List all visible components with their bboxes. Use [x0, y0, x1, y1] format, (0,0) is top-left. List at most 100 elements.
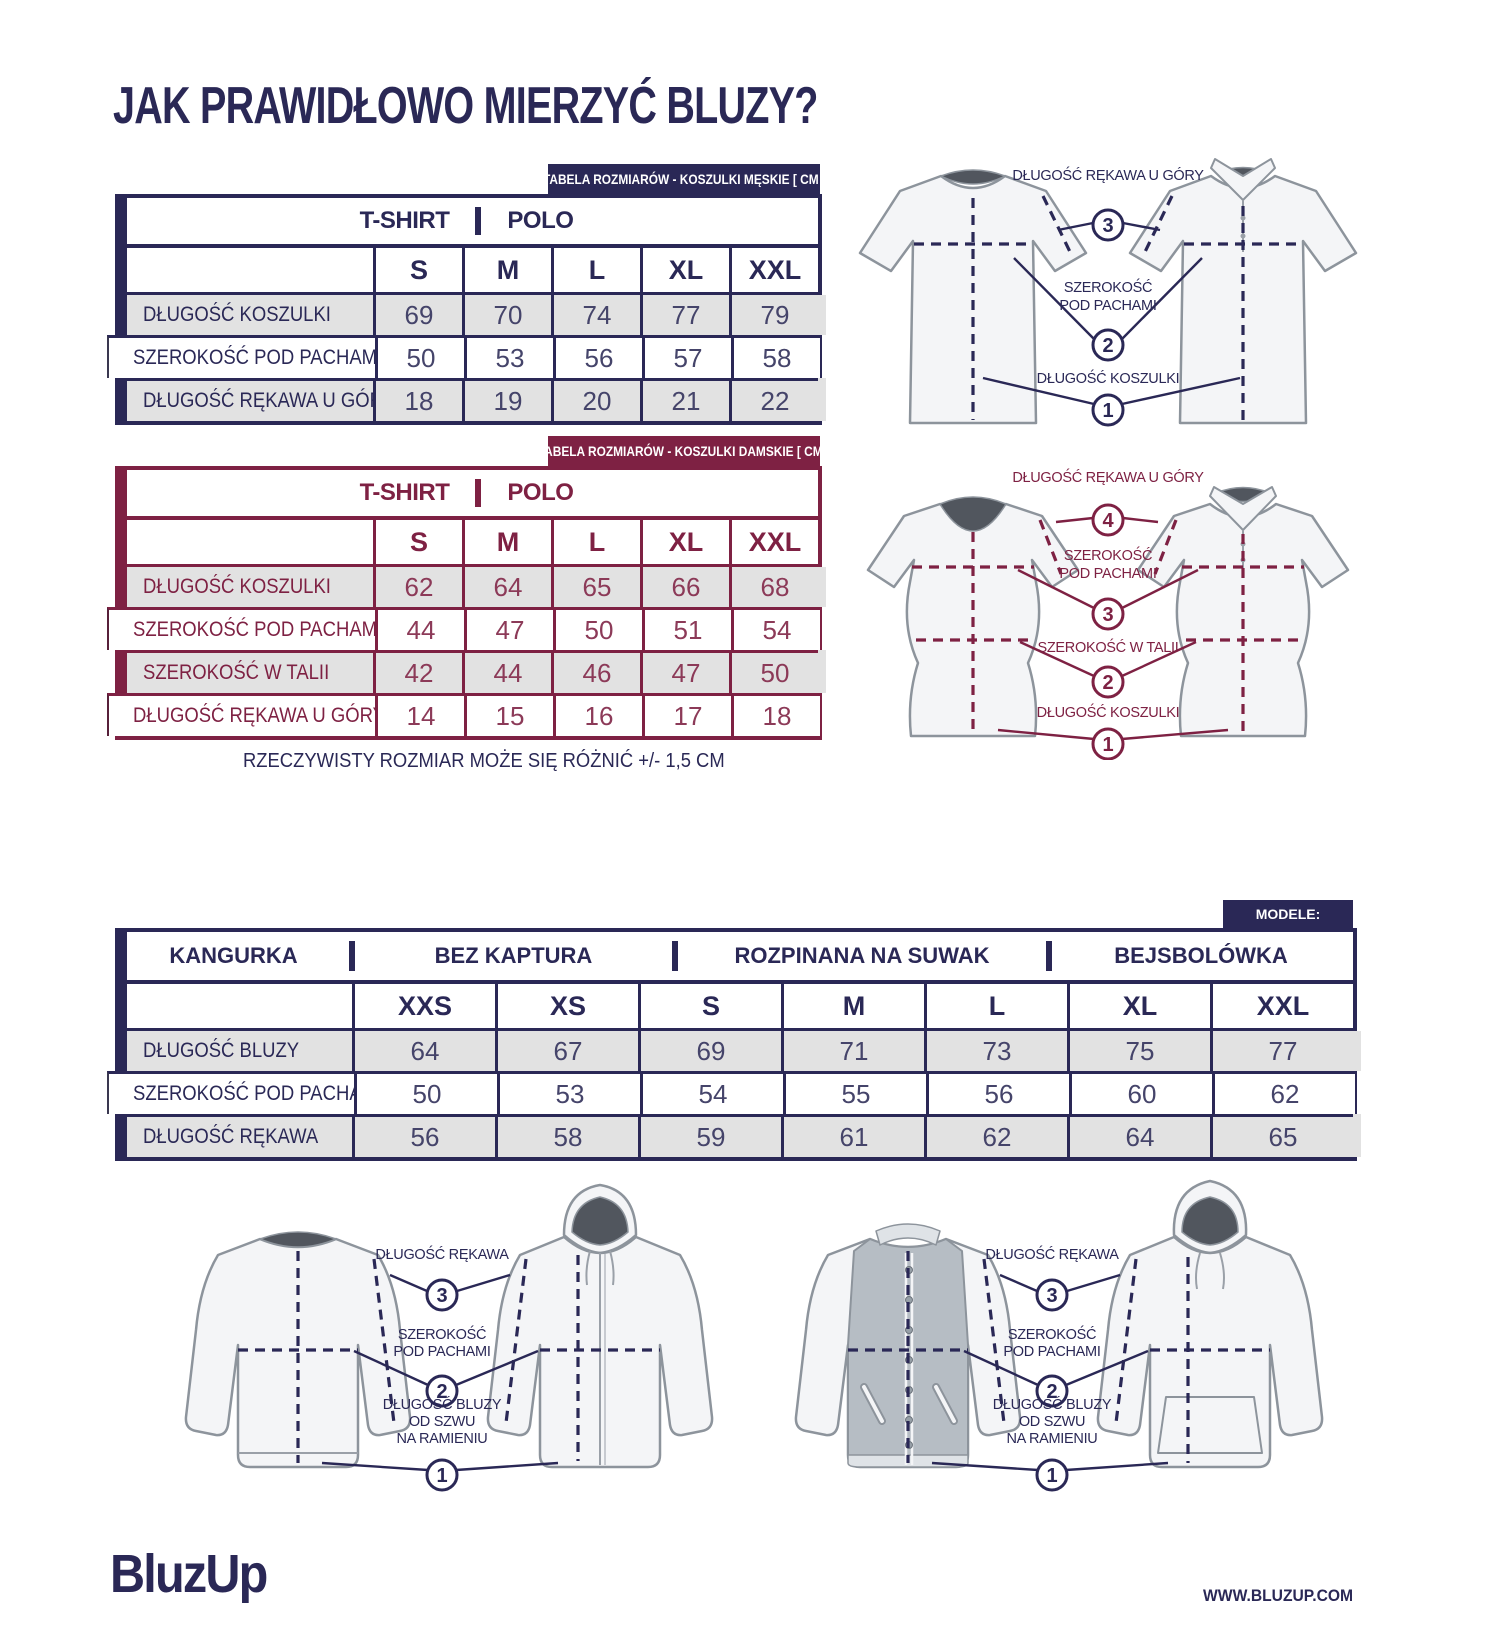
- value: 67: [553, 1035, 583, 1066]
- value: 69: [404, 299, 434, 330]
- value-cell: 60: [1069, 1074, 1212, 1114]
- size-label: M: [496, 526, 520, 557]
- table-row: SZEROKOŚĆ POD PACHAMI 44 47 50 51 54: [107, 607, 820, 650]
- callout-label: DŁUGOŚĆ RĘKAWA: [375, 1245, 509, 1263]
- value: 47: [495, 614, 525, 645]
- size-header-cell: XL: [640, 520, 729, 564]
- value: 17: [673, 700, 703, 731]
- size-header-cell: XS: [495, 984, 638, 1028]
- size-header-cell: M: [781, 984, 924, 1028]
- callout-number: 2: [436, 1381, 447, 1403]
- baseball-jacket-illustration: [794, 1223, 1022, 1469]
- value: 79: [760, 299, 790, 330]
- size-label: XS: [549, 990, 587, 1021]
- value-cell: 50: [553, 610, 642, 650]
- callout-number: 3: [1046, 1285, 1057, 1307]
- value: 56: [410, 1121, 440, 1152]
- models-banner-text: MODELE:: [1255, 906, 1321, 922]
- row-label-cell: DŁUGOŚĆ RĘKAWA U GÓRY: [115, 381, 373, 421]
- value: 56: [584, 342, 614, 373]
- size-header-cell: M: [462, 248, 551, 292]
- callout-number: 1: [436, 1465, 447, 1487]
- row-label-cell: DŁUGOŚĆ RĘKAWA U GÓRY: [109, 696, 375, 736]
- value-cell: 21: [640, 381, 729, 421]
- mens-polo-illustration: [1128, 158, 1358, 425]
- value-cell: 70: [462, 295, 551, 335]
- value: 75: [1125, 1035, 1155, 1066]
- value-cell: 22: [729, 381, 818, 421]
- value: 51: [673, 614, 703, 645]
- row-label-cell: DŁUGOŚĆ KOSZULKI: [115, 295, 373, 335]
- page-title: JAK PRAWIDŁOWO MIERZYĆ BLUZY?: [113, 77, 818, 135]
- value-cell: 64: [462, 567, 551, 607]
- size-label: S: [409, 526, 428, 557]
- value: 77: [1268, 1035, 1298, 1066]
- callout-label: OD SZWU: [409, 1414, 475, 1430]
- value: 56: [984, 1078, 1014, 1109]
- callout-number: 3: [1102, 215, 1113, 237]
- size-header-cell: L: [551, 520, 640, 564]
- value-cell: 68: [729, 567, 818, 607]
- value: 19: [493, 385, 523, 416]
- model-rozpinana-label: ROZPINANA NA SUWAK: [675, 932, 1052, 980]
- type-polo-label: POLO: [507, 479, 574, 506]
- value: 57: [673, 342, 703, 373]
- type-separator-bar: [475, 207, 482, 235]
- value: 44: [493, 657, 523, 688]
- table-row: DŁUGOŚĆ KOSZULKI 69 70 74 77 79: [115, 295, 818, 335]
- women-size-header-row: S M L XL XXL: [115, 520, 818, 567]
- empty-corner-cell: [115, 248, 373, 292]
- value-cell: 64: [352, 1031, 495, 1071]
- model-kangurka-label: KANGURKA: [115, 932, 355, 980]
- value: 59: [696, 1121, 726, 1152]
- callout-circle-2: [1091, 665, 1125, 699]
- women-type-header-row: T-SHIRT POLO: [115, 470, 818, 520]
- women-table-banner-text: TABELA ROZMIARÓW - KOSZULKI DAMSKIE [ CM…: [537, 443, 831, 459]
- value: 64: [493, 571, 523, 602]
- value-cell: 69: [638, 1031, 781, 1071]
- callout-label: SZEROKOŚĆ W TALII: [1038, 638, 1179, 656]
- models-size-table: KANGURKA BEZ KAPTURA ROZPINANA NA SUWAK …: [107, 928, 1357, 1161]
- value-cell: 54: [640, 1074, 783, 1114]
- table-row: DŁUGOŚĆ RĘKAWA U GÓRY 14 15 16 17 18: [107, 693, 820, 736]
- value-cell: 62: [1212, 1074, 1355, 1114]
- sweatshirt-callouts: DŁUGOŚĆ RĘKAWA 3 SZEROKOŚĆ POD PACHAMI 2…: [321, 1245, 559, 1492]
- value-cell: 64: [1067, 1117, 1210, 1157]
- value: 65: [1268, 1121, 1298, 1152]
- row-label: DŁUGOŚĆ RĘKAWA U GÓRY: [143, 389, 373, 412]
- size-label: S: [701, 990, 720, 1021]
- size-label: XXL: [748, 254, 802, 285]
- women-measurement-figure: DŁUGOŚĆ RĘKAWA U GÓRY 4 SZEROKOŚĆ POD PA…: [866, 468, 1350, 760]
- size-header-cell: XXL: [729, 520, 818, 564]
- table-row: DŁUGOŚĆ RĘKAWA U GÓRY 18 19 20 21 22: [115, 378, 818, 421]
- value: 62: [404, 571, 434, 602]
- row-label: DŁUGOŚĆ RĘKAWA U GÓRY: [133, 704, 375, 727]
- value-cell: 62: [373, 567, 462, 607]
- value: 18: [762, 700, 792, 731]
- value-cell: 77: [1210, 1031, 1353, 1071]
- size-header-cell: L: [551, 248, 640, 292]
- callout-label: DŁUGOŚĆ KOSZULKI: [1037, 703, 1180, 721]
- models-size-header-row: XXS XS S M L XL XXL: [115, 984, 1353, 1031]
- womens-polo-illustration: [1136, 486, 1350, 738]
- women-callouts: DŁUGOŚĆ RĘKAWA U GÓRY 4 SZEROKOŚĆ POD PA…: [997, 468, 1229, 760]
- type-separator-bar: [475, 479, 482, 507]
- models-banner: MODELE:: [1223, 900, 1353, 928]
- value-cell: 62: [924, 1117, 1067, 1157]
- value: 73: [982, 1035, 1012, 1066]
- row-label: DŁUGOŚĆ KOSZULKI: [143, 575, 331, 598]
- callout-circle-4: [1091, 503, 1125, 537]
- size-header-cell: XXL: [729, 248, 818, 292]
- size-header-cell: L: [924, 984, 1067, 1028]
- value: 66: [671, 571, 701, 602]
- value: 50: [412, 1078, 442, 1109]
- callout-number: 4: [1102, 510, 1114, 532]
- callout-number: 3: [1102, 604, 1113, 626]
- value-cell: 51: [642, 610, 731, 650]
- value-cell: 46: [551, 653, 640, 693]
- size-header-cell: XL: [640, 248, 729, 292]
- value-cell: 55: [783, 1074, 926, 1114]
- value-cell: 56: [553, 338, 642, 378]
- value-cell: 71: [781, 1031, 924, 1071]
- size-tolerance-note: RZECZYWISTY ROZMIAR MOŻE SIĘ RÓŻNIĆ +/- …: [243, 750, 725, 772]
